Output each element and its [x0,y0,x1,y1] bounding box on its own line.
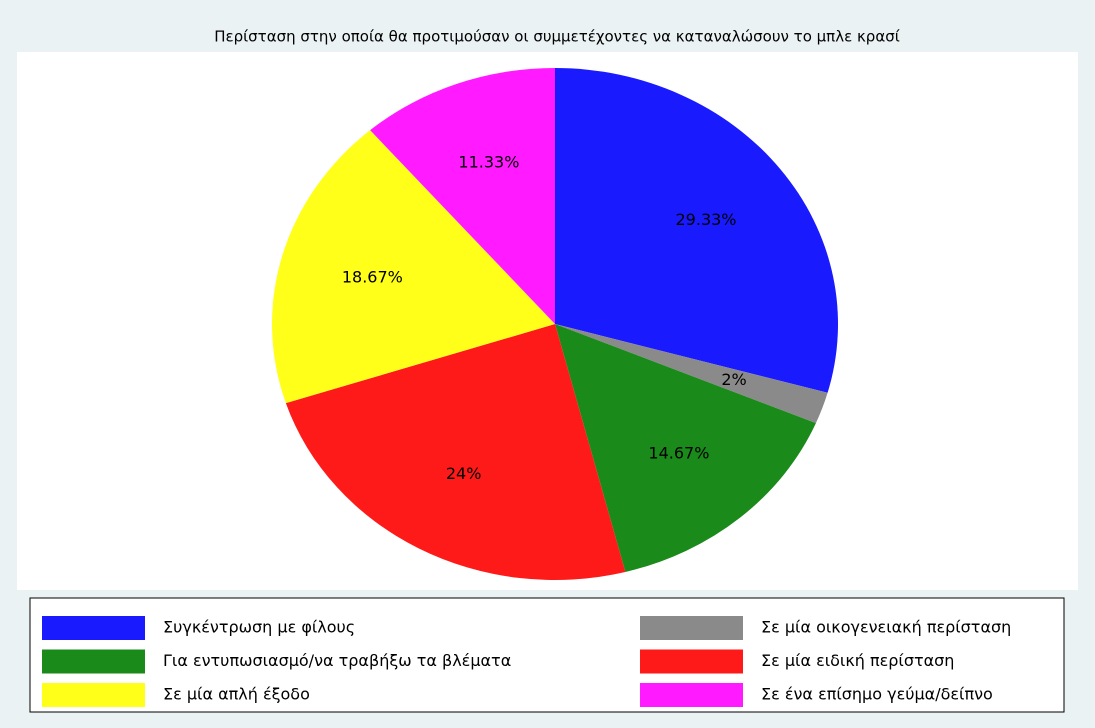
pie-slice [555,324,816,572]
legend-label: Για εντυπωσιασμό/να τραβήξω τα βλέματα [163,651,511,670]
slice-label: 24% [446,464,482,483]
slice-label: 29.33% [676,210,737,229]
pie-slice [555,68,838,393]
legend-swatch [42,683,145,707]
legend-label: Σε μία απλή έξοδο [163,685,310,704]
slice-label: 18.67% [342,267,403,286]
legend-swatch [640,649,743,674]
pie-slice [285,324,626,580]
pie-slice [272,130,555,404]
legend-label: Σε ένα επίσημο γεύμα/δείπνο [761,685,993,704]
legend-swatch [42,649,145,674]
slice-label: 2% [721,370,746,389]
slice-label: 11.33% [458,153,519,172]
pie-slice [370,68,555,324]
slice-label: 14.67% [648,443,709,462]
legend-label: Σε μία οικογενειακή περίσταση [761,618,1011,637]
legend-label: Συγκέντρωση με φίλους [163,618,355,637]
legend-label: Σε μία ειδική περίσταση [761,651,954,670]
pie-slice [555,324,828,424]
legend [29,597,1065,713]
legend-swatch [640,683,743,707]
chart-title: Περίσταση στην οποία θα προτιμούσαν οι σ… [214,28,900,46]
legend-swatch [640,616,743,640]
legend-swatch [42,616,145,640]
